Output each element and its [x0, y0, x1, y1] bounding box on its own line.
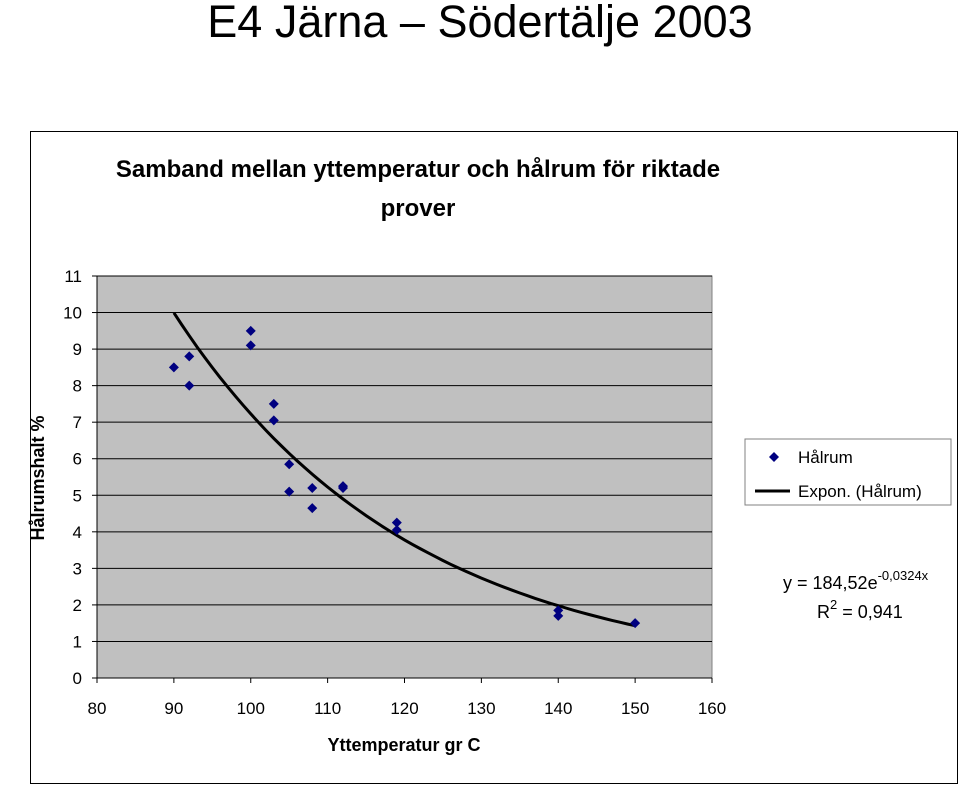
data-point-3: [184, 380, 195, 391]
data-point-5: [245, 340, 256, 351]
data-point-10: [307, 482, 318, 493]
data-point-14: [391, 517, 402, 528]
trendline-equation: y = 184,52e-0,0324x R2 = 0,941: [783, 568, 929, 622]
y-tick-label-2: 2: [73, 596, 82, 615]
legend-label-hlrum: Hålrum: [798, 448, 853, 467]
x-tick-label-80: 80: [88, 699, 107, 718]
x-axis-label: Yttemperatur gr C: [327, 735, 480, 755]
chart-title-line-1: Samband mellan yttemperatur och hålrum f…: [116, 156, 720, 183]
legend-marker-hlrum: [769, 452, 779, 462]
data-point-4: [245, 325, 256, 336]
data-point-13: [338, 482, 348, 493]
r-squared-superscript: 2: [830, 597, 837, 612]
y-tick-label-5: 5: [73, 486, 82, 505]
x-tick-label-120: 120: [390, 699, 418, 718]
data-point-1: [168, 362, 179, 373]
y-axis-label: Hålrumshalt %: [28, 415, 48, 540]
legend-label-expon: Expon. (Hålrum): [798, 482, 922, 501]
y-tick-label-0: 0: [73, 669, 82, 688]
data-point-11: [307, 503, 318, 514]
x-tick-label-130: 130: [467, 699, 495, 718]
y-tick-label-10: 10: [63, 304, 82, 323]
y-ticks: 0 1 2 3 4 5 6 7 8 9 10 11: [63, 267, 98, 688]
x-tick-label-90: 90: [164, 699, 183, 718]
r-squared-text: R2 = 0,941: [817, 597, 903, 622]
data-point-18: [630, 618, 641, 629]
data-point-6: [268, 398, 279, 409]
y-tick-label-1: 1: [73, 632, 82, 651]
data-point-15: [391, 524, 402, 535]
y-tick-label-11: 11: [64, 267, 82, 286]
x-tick-label-100: 100: [237, 699, 265, 718]
x-tick-label-160: 160: [698, 699, 726, 718]
data-point-17: [553, 610, 564, 621]
x-ticks: 80 90 100 110 120 130 140 150 160: [88, 677, 726, 718]
y-tick-label-8: 8: [73, 377, 82, 396]
x-tick-label-110: 110: [314, 699, 341, 718]
equation-exponent: -0,0324x: [878, 568, 929, 583]
legend: Hålrum Expon. (Hålrum): [744, 438, 952, 506]
equation-base: y = 184,52e: [783, 573, 878, 593]
page-title: E4 Järna – Södertälje 2003: [207, 0, 753, 47]
y-tick-label-4: 4: [73, 523, 82, 542]
y-tick-label-3: 3: [73, 559, 82, 578]
gridlines: [97, 275, 712, 642]
data-point-8: [284, 459, 295, 470]
y-tick-label-9: 9: [73, 340, 82, 359]
r-squared-value: = 0,941: [837, 602, 903, 622]
legend-box: [744, 438, 952, 506]
data-point-7: [268, 415, 279, 426]
data-point-16: [553, 605, 564, 616]
x-tick-label-150: 150: [621, 699, 649, 718]
data-point-9: [284, 486, 295, 497]
x-tick-label-140: 140: [544, 699, 572, 718]
y-tick-label-7: 7: [73, 413, 82, 432]
y-tick-label-6: 6: [73, 450, 82, 469]
chart-title-line-2: prover: [381, 195, 456, 222]
data-point-2: [184, 351, 195, 362]
equation-text: y = 184,52e-0,0324x: [783, 568, 929, 593]
r-squared-prefix: R: [817, 602, 830, 622]
data-points: [168, 325, 641, 629]
